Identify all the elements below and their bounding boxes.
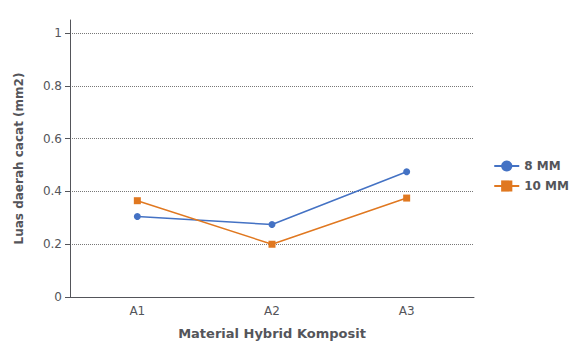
svg-text:0: 0	[54, 290, 62, 304]
svg-text:0.4: 0.4	[43, 184, 62, 198]
svg-text:Material Hybrid Komposit: Material Hybrid Komposit	[178, 326, 366, 341]
svg-text:A1: A1	[129, 304, 145, 318]
svg-text:0.6: 0.6	[43, 132, 62, 146]
svg-text:0.2: 0.2	[43, 237, 62, 251]
svg-text:0.8: 0.8	[43, 79, 62, 93]
svg-text:8 MM: 8 MM	[524, 159, 560, 173]
svg-text:A2: A2	[264, 304, 280, 318]
svg-text:A3: A3	[399, 304, 415, 318]
svg-text:Luas daerah cacat (mm2): Luas daerah cacat (mm2)	[12, 73, 26, 245]
svg-text:1: 1	[54, 26, 62, 40]
svg-text:10 MM: 10 MM	[524, 179, 569, 193]
